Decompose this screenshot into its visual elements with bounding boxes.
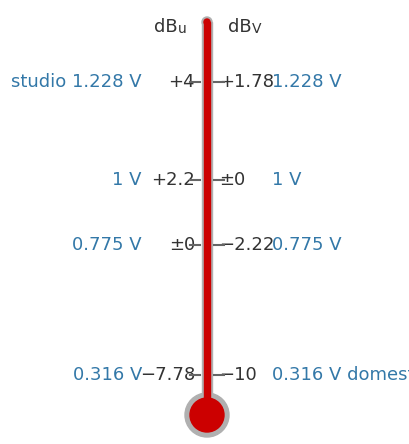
Text: −2.22: −2.22 xyxy=(219,236,274,254)
Text: −10: −10 xyxy=(219,366,257,384)
Circle shape xyxy=(190,398,224,432)
Text: 0.775 V: 0.775 V xyxy=(272,236,342,254)
Text: 1 V: 1 V xyxy=(112,171,142,189)
Bar xyxy=(204,22,210,400)
Bar xyxy=(202,22,212,400)
Text: 0.316 V domestic: 0.316 V domestic xyxy=(272,366,409,384)
Text: +2.2: +2.2 xyxy=(151,171,195,189)
Circle shape xyxy=(185,393,229,437)
Text: ±0: ±0 xyxy=(169,236,195,254)
Text: studio 1.228 V: studio 1.228 V xyxy=(11,73,142,91)
Text: 1 V: 1 V xyxy=(272,171,301,189)
Text: −7.78: −7.78 xyxy=(140,366,195,384)
Text: ±0: ±0 xyxy=(219,171,245,189)
Ellipse shape xyxy=(202,17,212,27)
Text: V: V xyxy=(252,22,261,36)
Text: +1.78: +1.78 xyxy=(219,73,274,91)
Text: u: u xyxy=(178,22,187,36)
Text: dB: dB xyxy=(228,18,252,36)
Text: 0.316 V: 0.316 V xyxy=(73,366,142,384)
Text: 1.228 V: 1.228 V xyxy=(272,73,342,91)
Text: dB: dB xyxy=(154,18,178,36)
Text: +4: +4 xyxy=(169,73,195,91)
Text: 0.775 V: 0.775 V xyxy=(72,236,142,254)
Ellipse shape xyxy=(204,19,210,25)
